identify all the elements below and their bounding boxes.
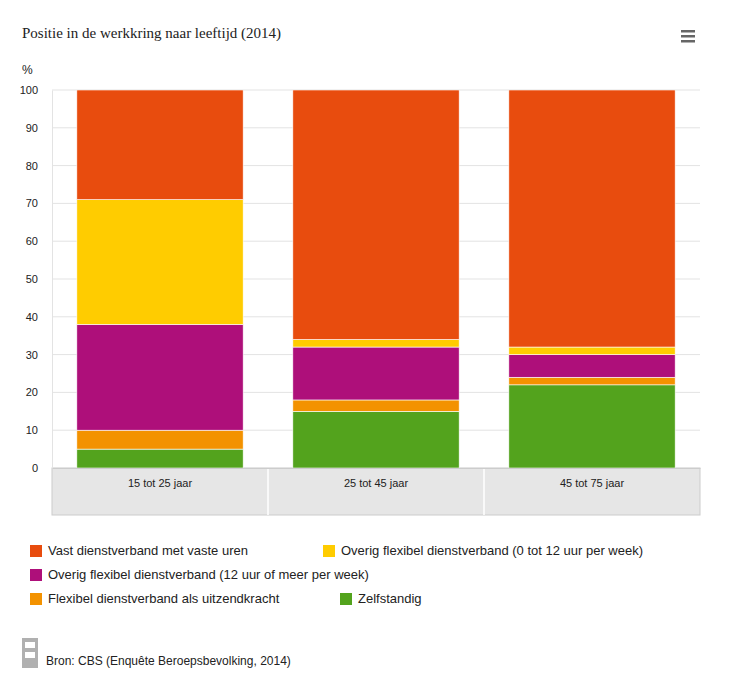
- legend-label: Overig flexibel dienstverband (12 uur of…: [48, 567, 369, 582]
- bar: [293, 411, 459, 468]
- y-tick: 80: [26, 160, 52, 172]
- y-tick: 100: [20, 84, 52, 96]
- y-tick-label: 0: [32, 462, 38, 474]
- legend: Vast dienstverband met vaste uren Overig …: [30, 543, 643, 606]
- legend-swatch: [323, 545, 335, 557]
- y-axis-line: [52, 91, 53, 469]
- bar: [293, 347, 459, 400]
- x-tick-label: 25 tot 45 jaar: [344, 477, 409, 489]
- x-tick-label: 45 tot 75 jaar: [560, 477, 625, 489]
- legend-item: Overig flexibel dienstverband (0 tot 12 …: [323, 543, 643, 558]
- source: Bron: CBS (Enquête Beroepsbevolking, 201…: [46, 654, 291, 668]
- y-tick-label: 30: [26, 349, 38, 361]
- menu-line: [681, 40, 695, 43]
- logo-shape: [25, 652, 35, 658]
- y-tick: 40: [26, 311, 52, 323]
- series: [77, 90, 675, 347]
- y-tick-label: 60: [26, 235, 38, 247]
- y-tick-label: 50: [26, 273, 38, 285]
- x-axis: 15 tot 25 jaar 25 tot 45 jaar 45 tot 75 ja…: [53, 468, 701, 489]
- bar: [77, 430, 243, 449]
- y-tick: 20: [26, 386, 52, 398]
- x-tick-label: 15 tot 25 jaar: [128, 477, 193, 489]
- y-tick: 0: [32, 462, 52, 474]
- bar: [77, 90, 243, 200]
- y-tick-label: 20: [26, 386, 38, 398]
- legend-label: Overig flexibel dienstverband (0 tot 12 …: [341, 543, 643, 558]
- logo-shape: [22, 638, 38, 668]
- bar: [293, 400, 459, 411]
- x-axis-band: [52, 468, 700, 515]
- grid: [52, 90, 700, 468]
- y-axis: 0 10 20 30 40 50 60 70 80 90 100: [20, 84, 53, 474]
- legend-label: Vast dienstverband met vaste uren: [48, 543, 248, 558]
- y-tick: 10: [26, 424, 52, 436]
- y-tick: 50: [26, 273, 52, 285]
- title: Positie in de werkkring naar leeftijd (2…: [22, 25, 281, 42]
- bar: [509, 377, 675, 385]
- menu-line: [681, 30, 695, 33]
- legend-label: Zelfstandig: [358, 591, 422, 606]
- x-tick: 25 tot 45 jaar: [344, 468, 409, 489]
- y-tick-label: 80: [26, 160, 38, 172]
- bar: [293, 90, 459, 339]
- bar: [77, 324, 243, 430]
- y-tick-label: 40: [26, 311, 38, 323]
- y-tick-label: 10: [26, 424, 38, 436]
- chart: Positie in de werkkring naar leeftijd (2…: [0, 0, 740, 700]
- source-logo: [22, 638, 38, 668]
- y-tick-label: 100: [20, 84, 38, 96]
- y-tick: 30: [26, 349, 52, 361]
- x-axis-separator: [267, 468, 269, 515]
- legend-swatch: [30, 569, 42, 581]
- legend-label: Flexibel dienstverband als uitzendkracht: [48, 591, 280, 606]
- menu-icon: [681, 30, 695, 43]
- x-axis-line: [53, 468, 701, 469]
- y-tick: 90: [26, 122, 52, 134]
- x-axis-separator: [483, 468, 485, 515]
- legend-swatch: [30, 545, 42, 557]
- legend-swatch: [340, 593, 352, 605]
- logo-shape: [25, 642, 35, 648]
- y-tick: 70: [26, 197, 52, 209]
- bars: [77, 90, 675, 468]
- bar: [509, 385, 675, 468]
- legend-swatch: [30, 593, 42, 605]
- bar: [509, 355, 675, 378]
- bar: [77, 200, 243, 325]
- x-tick: 15 tot 25 jaar: [128, 468, 193, 489]
- menu-line: [681, 35, 695, 38]
- bar: [77, 449, 243, 468]
- legend-item: Vast dienstverband met vaste uren: [30, 543, 248, 558]
- x-tick: 45 tot 75 jaar: [560, 468, 625, 489]
- y-tick: 60: [26, 235, 52, 247]
- x-axis-background: [52, 468, 700, 515]
- bar: [293, 339, 459, 347]
- y-tick-label: 90: [26, 122, 38, 134]
- y-tick-label: 70: [26, 197, 38, 209]
- legend-item: Overig flexibel dienstverband (12 uur of…: [30, 567, 369, 582]
- legend-item: Flexibel dienstverband als uitzendkracht: [30, 591, 280, 606]
- bar: [509, 347, 675, 355]
- legend-item: Zelfstandig: [340, 591, 422, 606]
- bar: [509, 90, 675, 347]
- y-axis-label: %: [22, 63, 33, 77]
